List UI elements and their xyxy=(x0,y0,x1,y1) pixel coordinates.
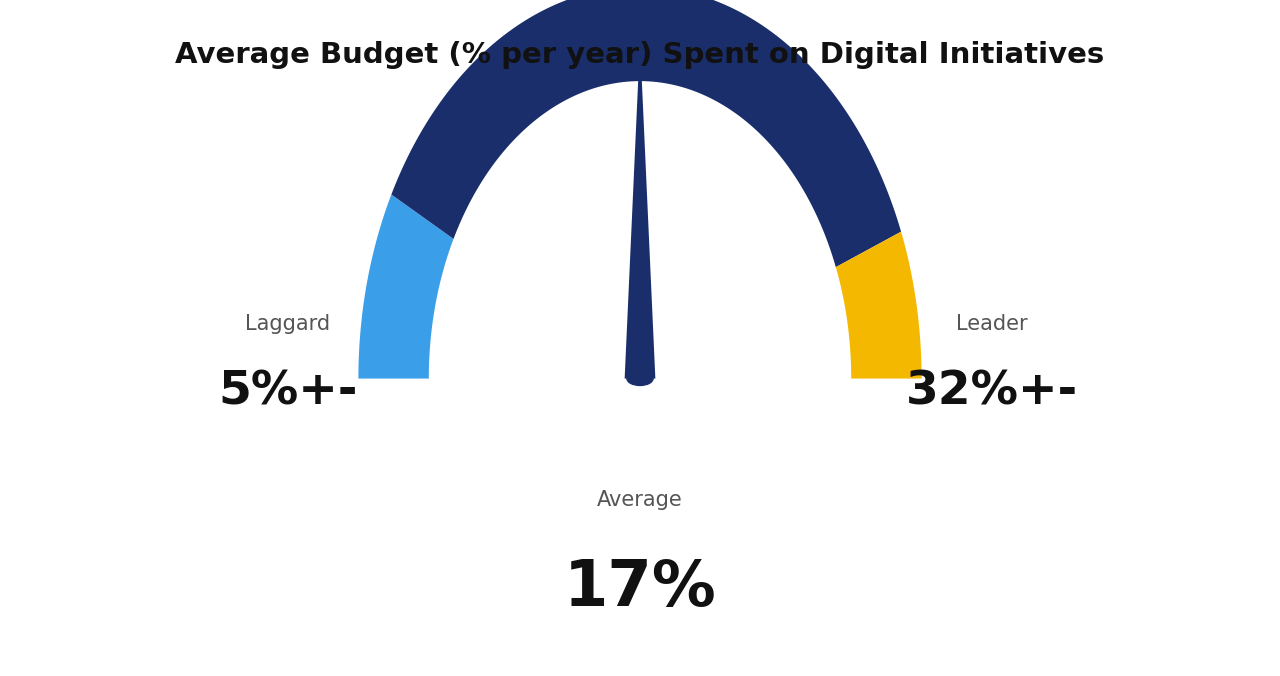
Polygon shape xyxy=(836,232,922,379)
Circle shape xyxy=(627,372,653,385)
Text: 5%+-: 5%+- xyxy=(219,370,357,414)
Text: Laggard: Laggard xyxy=(246,314,330,335)
Text: Leader: Leader xyxy=(956,314,1028,335)
Text: Average Budget (% per year) Spent on Digital Initiatives: Average Budget (% per year) Spent on Dig… xyxy=(175,41,1105,68)
Polygon shape xyxy=(625,41,655,379)
Text: 17%: 17% xyxy=(563,557,717,619)
Polygon shape xyxy=(358,195,453,379)
Polygon shape xyxy=(392,0,901,267)
Text: 32%+-: 32%+- xyxy=(906,370,1078,414)
Text: Average: Average xyxy=(598,490,682,510)
